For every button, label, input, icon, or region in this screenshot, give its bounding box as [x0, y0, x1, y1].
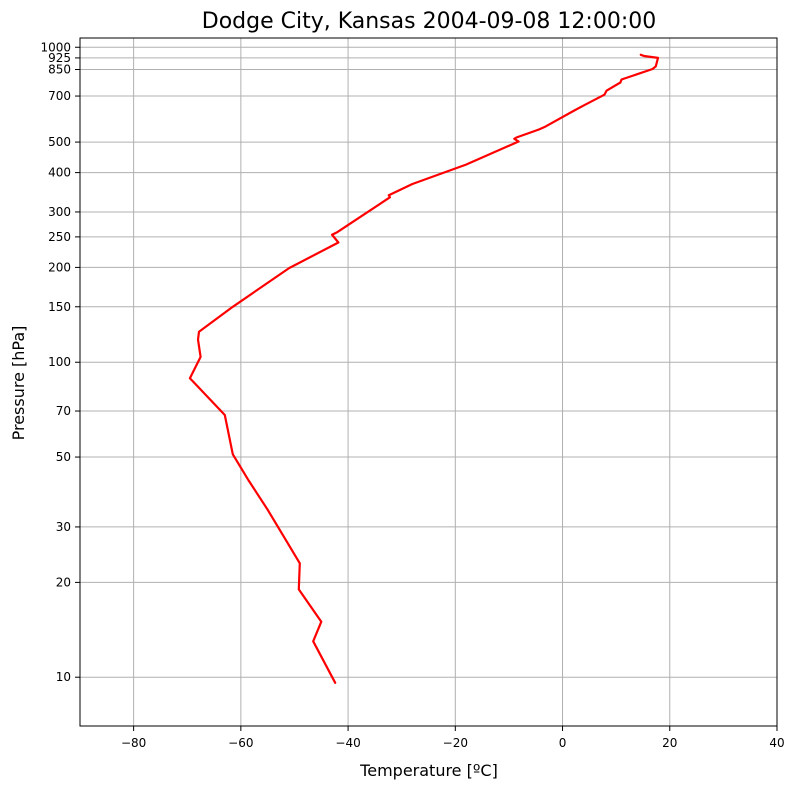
- temperature-profile-line: [188, 53, 660, 684]
- y-tick-label: 150: [48, 300, 71, 314]
- y-tick-label: 70: [56, 404, 71, 418]
- x-tick-label: −40: [335, 736, 360, 750]
- y-tick-label: 700: [48, 89, 71, 103]
- y-tick-label: 10: [56, 670, 71, 684]
- y-tick-label: 250: [48, 230, 71, 244]
- x-axis-ticks: −80 −60 −40 −20 0 20 40: [121, 726, 785, 750]
- y-tick-label: 925: [48, 51, 71, 65]
- temperature-profile-layer: [188, 53, 660, 684]
- x-tick-label: −80: [121, 736, 146, 750]
- y-axis-ticks: 10 20 30 50 70 100 150 200 250 300 400 500 700 850925…: [40, 40, 80, 684]
- x-tick-label: 0: [559, 736, 567, 750]
- y-tick-label: 500: [48, 135, 71, 149]
- y-tick-label: 400: [48, 166, 71, 180]
- x-axis-title: Temperature [ºC]: [359, 761, 498, 780]
- x-tick-label: −60: [228, 736, 253, 750]
- x-tick-label: −20: [443, 736, 468, 750]
- x-tick-label: 20: [662, 736, 677, 750]
- y-tick-label: 50: [56, 450, 71, 464]
- y-tick-label: 1000: [40, 40, 71, 54]
- plot-frame: [79, 37, 778, 727]
- y-tick-label: 20: [56, 575, 71, 589]
- chart-title: Dodge City, Kansas 2004-09-08 12:00:00: [202, 9, 656, 34]
- y-tick-label: 100: [48, 355, 71, 369]
- y-tick-label: 200: [48, 260, 71, 274]
- y-axis-title: Pressure [hPa]: [9, 326, 28, 441]
- grid-lines: [80, 38, 778, 726]
- y-tick-label: 850: [48, 62, 71, 76]
- x-tick-label: 40: [769, 736, 784, 750]
- y-tick-label: 300: [48, 205, 71, 219]
- y-tick-label: 30: [56, 520, 71, 534]
